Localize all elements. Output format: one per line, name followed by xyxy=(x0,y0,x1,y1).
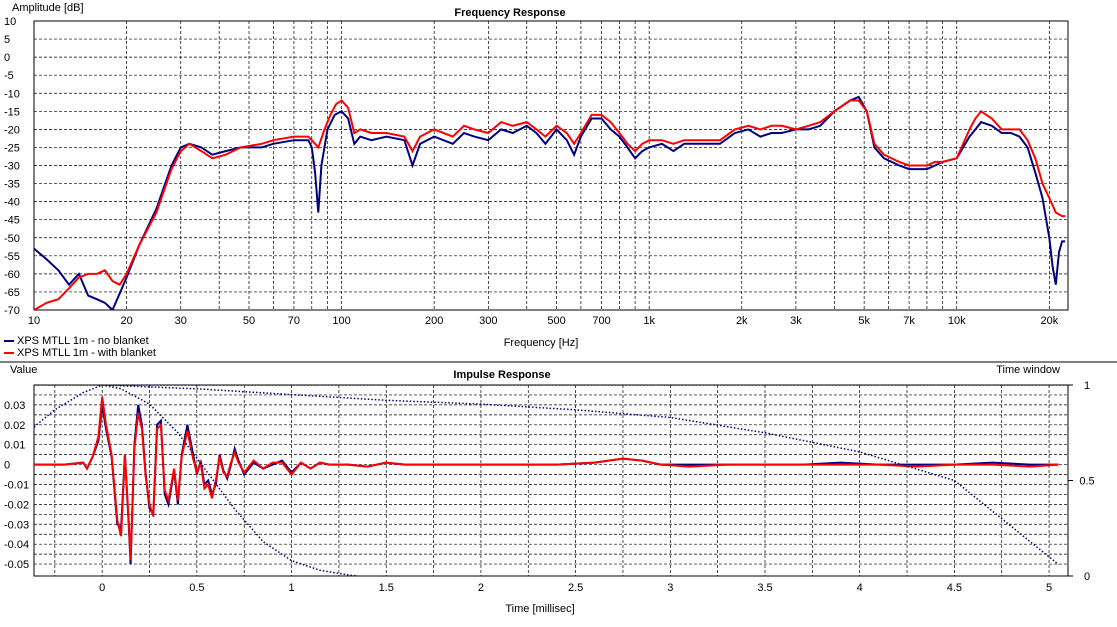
fr-y-tick-label: 0 xyxy=(4,52,10,64)
ir-x-tick-label: 1 xyxy=(288,582,294,594)
fr-x-tick-label: 3k xyxy=(790,315,802,327)
ir-y-tick-label: 0.02 xyxy=(4,420,25,432)
ir-x-tick-label: 3.5 xyxy=(757,582,772,594)
ir-y-tick-label: -0.01 xyxy=(4,479,29,491)
fr-y-tick-label: -70 xyxy=(4,305,20,317)
ir-x-tick-label: 1.5 xyxy=(379,582,394,594)
fr-x-tick-label: 300 xyxy=(479,315,497,327)
fr-y-tick-label: 10 xyxy=(4,16,16,28)
fr-x-tick-label: 70 xyxy=(288,315,300,327)
ir-y2-ticks: 10.50 xyxy=(1068,380,1095,583)
ir-y-tick-label: -0.05 xyxy=(4,559,29,571)
ir-time-window-line-3 xyxy=(102,385,1059,566)
legend-label: XPS MTLL 1m - no blanket xyxy=(17,335,149,347)
legend-label: XPS MTLL 1m - with blanket xyxy=(17,347,156,359)
ir-y-axis-label: Value xyxy=(10,364,37,376)
fr-x-tick-label: 100 xyxy=(332,315,350,327)
fr-y-tick-label: -25 xyxy=(4,142,20,154)
ir-y2-axis-label: Time window xyxy=(996,364,1060,376)
fr-x-tick-label: 7k xyxy=(903,315,915,327)
fr-y-tick-label: -35 xyxy=(4,179,20,191)
fr-y-tick-label: -60 xyxy=(4,269,20,281)
ir-x-ticks: 0 0.5 1 1.5 2 2.5 3 3.5 4 4.5 5 xyxy=(99,582,1052,594)
ir-x-axis-label: Time [millisec] xyxy=(505,603,574,615)
legend-item-no-blanket: XPS MTLL 1m - no blanket xyxy=(4,335,156,347)
ir-grid xyxy=(34,385,1068,576)
ir-y2-tick-label: 0 xyxy=(1084,571,1090,583)
fr-x-tick-label: 200 xyxy=(425,315,443,327)
fr-y-tick-label: -15 xyxy=(4,106,20,118)
fr-y-tick-label: -65 xyxy=(4,287,20,299)
fr-y-ticks: 10 5 0 -5 -10 -15 -20 -25 -30 -35 -40 -45 -50 -55 -60 -… xyxy=(4,16,20,317)
ir-time-window-line-2 xyxy=(34,385,358,576)
fr-grid xyxy=(33,20,1068,311)
fr-y-tick-label: 5 xyxy=(4,34,10,46)
ir-x-tick-label: 3 xyxy=(667,582,673,594)
fr-x-ticks: 10 20 30 50 70 100 200 300 500 700 1k 2k 3k 5k 7k 10k 20… xyxy=(28,315,1059,327)
ir-x-tick-label: 2 xyxy=(478,582,484,594)
frequency-response-chart: 10 20 30 50 70 100 200 300 500 700 1k 2k 3k 5k 7k 10k 20… xyxy=(4,2,1069,349)
ir-y2-tick-label: 0.5 xyxy=(1079,476,1094,488)
fr-x-tick-label: 500 xyxy=(547,315,565,327)
fr-x-tick-label: 700 xyxy=(592,315,610,327)
legend-swatch-red xyxy=(4,352,14,355)
ir-x-tick-label: 0 xyxy=(99,582,105,594)
fr-x-tick-label: 30 xyxy=(175,315,187,327)
fr-x-tick-label: 10k xyxy=(948,315,966,327)
ir-y-tick-label: 0 xyxy=(4,460,10,472)
fr-y-tick-label: -45 xyxy=(4,215,20,227)
fr-series-line-1 xyxy=(34,99,1066,310)
ir-x-tick-label: 5 xyxy=(1046,582,1052,594)
fr-x-tick-label: 10 xyxy=(28,315,40,327)
fr-y-tick-label: -50 xyxy=(4,233,20,245)
fr-x-tick-label: 20 xyxy=(120,315,132,327)
fr-y-tick-label: -40 xyxy=(4,197,20,209)
fr-series xyxy=(34,95,1066,310)
ir-series xyxy=(34,385,1068,576)
ir-y-tick-label: -0.03 xyxy=(4,519,29,531)
ir-x-tick-label: 0.5 xyxy=(189,582,204,594)
legend: XPS MTLL 1m - no blanket XPS MTLL 1m - w… xyxy=(4,335,156,359)
ir-y2-tick-label: 1 xyxy=(1084,380,1090,392)
ir-x-tick-label: 2.5 xyxy=(568,582,583,594)
fr-y-tick-label: -55 xyxy=(4,251,20,263)
fr-x-tick-label: 2k xyxy=(736,315,748,327)
ir-y-ticks: 0.03 0.02 0.01 0 -0.01 -0.02 -0.03 -0.04 -0.05 xyxy=(4,400,29,571)
fr-title: Frequency Response xyxy=(454,7,565,19)
ir-x-tick-label: 4.5 xyxy=(947,582,962,594)
ir-y-tick-label: 0.03 xyxy=(4,400,25,412)
fr-x-tick-label: 20k xyxy=(1040,315,1058,327)
fr-x-axis-label: Frequency [Hz] xyxy=(504,337,579,349)
legend-swatch-blue xyxy=(4,340,14,343)
fr-y-tick-label: -10 xyxy=(4,88,20,100)
fr-x-tick-label: 50 xyxy=(243,315,255,327)
ir-y-tick-label: -0.02 xyxy=(4,499,29,511)
fr-y-tick-label: -30 xyxy=(4,161,20,173)
ir-x-tick-label: 4 xyxy=(857,582,863,594)
fr-x-tick-label: 1k xyxy=(643,315,655,327)
ir-y-tick-label: 0.01 xyxy=(4,440,25,452)
fr-y-tick-label: -5 xyxy=(4,70,14,82)
ir-series-line-1 xyxy=(34,396,1059,561)
fr-y-tick-label: -20 xyxy=(4,124,20,136)
ir-title: Impulse Response xyxy=(453,369,550,381)
impulse-response-chart: 0 0.5 1 1.5 2 2.5 3 3.5 4 4.5 5 0.03 0.02 0.01 0 -0.01… xyxy=(4,364,1095,615)
ir-plot-area xyxy=(33,384,1069,577)
fr-x-tick-label: 5k xyxy=(858,315,870,327)
fr-y-axis-label: Amplitude [dB] xyxy=(12,2,84,14)
legend-item-with-blanket: XPS MTLL 1m - with blanket xyxy=(4,347,156,359)
ir-y-tick-label: -0.04 xyxy=(4,539,29,551)
